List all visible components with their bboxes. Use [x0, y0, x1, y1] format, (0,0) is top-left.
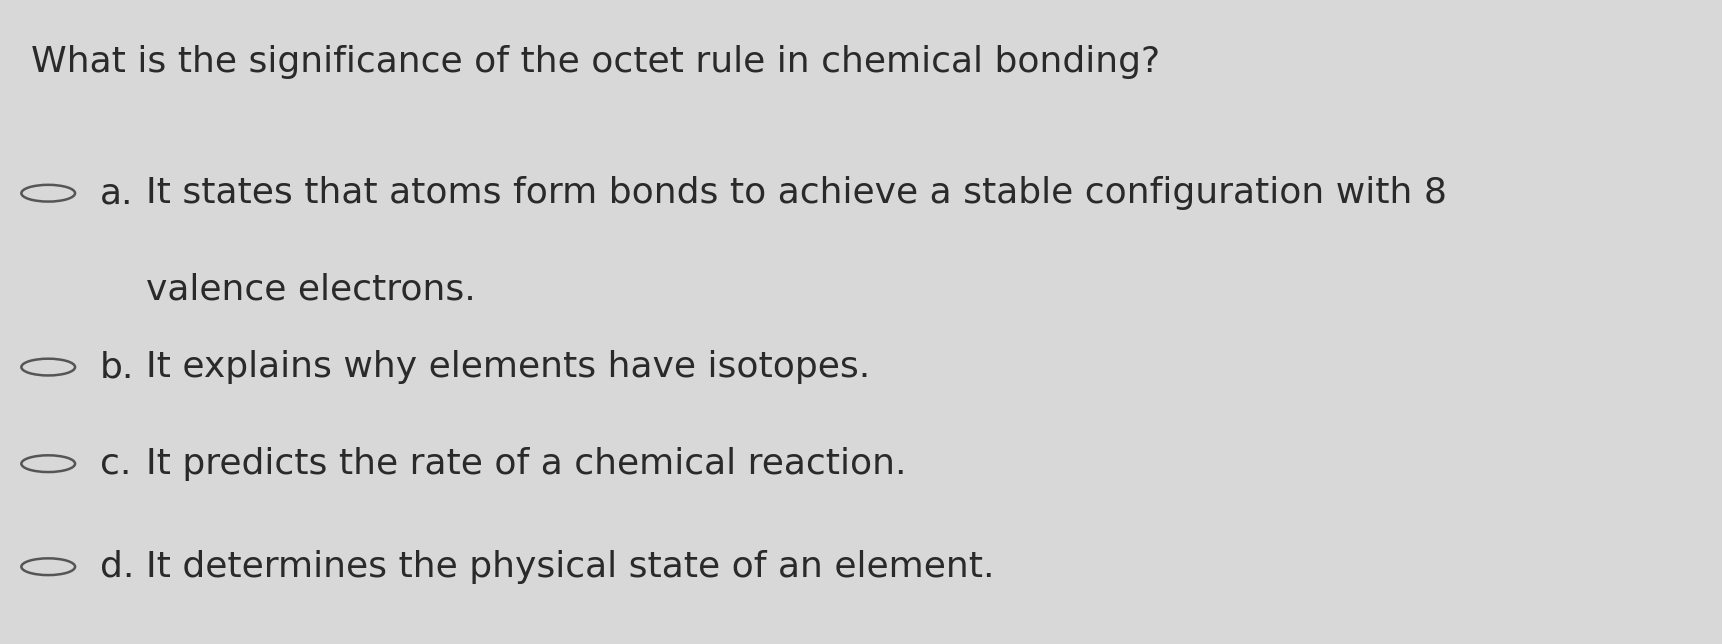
Text: d.: d.	[100, 550, 134, 583]
Text: a.: a.	[100, 176, 133, 210]
Text: c.: c.	[100, 447, 131, 480]
Text: It explains why elements have isotopes.: It explains why elements have isotopes.	[146, 350, 871, 384]
Text: It determines the physical state of an element.: It determines the physical state of an e…	[146, 550, 995, 583]
Text: What is the significance of the octet rule in chemical bonding?: What is the significance of the octet ru…	[31, 45, 1161, 79]
Text: b.: b.	[100, 350, 134, 384]
Text: It states that atoms form bonds to achieve a stable configuration with 8: It states that atoms form bonds to achie…	[146, 176, 1448, 210]
Text: It predicts the rate of a chemical reaction.: It predicts the rate of a chemical react…	[146, 447, 907, 480]
Text: valence electrons.: valence electrons.	[146, 273, 475, 307]
